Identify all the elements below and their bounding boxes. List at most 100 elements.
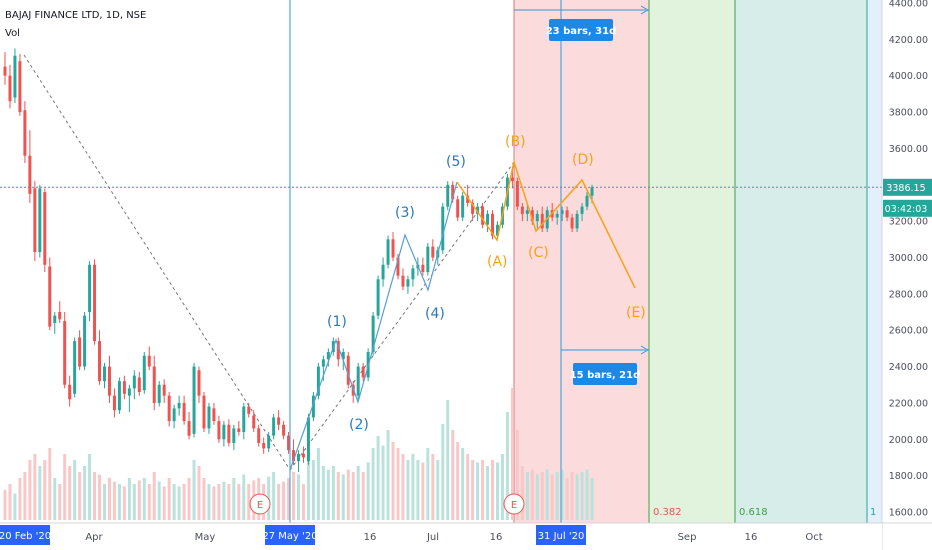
candle-body xyxy=(451,184,455,200)
fib-label-0618: 0.618 xyxy=(739,507,768,518)
measure-box-bottom[interactable]: 15 bars, 21d xyxy=(570,363,641,385)
candle-body xyxy=(491,213,495,236)
candle-body xyxy=(48,266,52,327)
candle-body xyxy=(93,264,97,342)
candle-body xyxy=(590,187,594,196)
volume-bar xyxy=(107,478,111,520)
volume-bar xyxy=(346,469,350,520)
wave-label-d: (D) xyxy=(572,152,594,168)
candle-body xyxy=(525,210,529,214)
candle-body xyxy=(177,402,181,409)
measure-label-bottom: 15 bars, 21d xyxy=(570,370,641,381)
candle-body xyxy=(28,155,32,194)
volume-bar xyxy=(93,472,97,520)
candle-body xyxy=(157,384,161,403)
volume-bar xyxy=(525,472,529,520)
volume-bar xyxy=(500,454,504,520)
volume-bar xyxy=(486,466,490,520)
x-tick-16-jun: 16 xyxy=(364,532,377,543)
measure-arrow-bottom-head xyxy=(640,345,650,355)
volume-bar xyxy=(530,469,534,520)
price-axis-ticks: 4400.004200.004000.003800.003600.003400.… xyxy=(889,0,928,519)
volume-bar xyxy=(510,388,514,520)
candle-body xyxy=(441,206,445,251)
price-axis[interactable] xyxy=(882,0,932,523)
candle-body xyxy=(311,395,315,418)
volume-bar xyxy=(456,442,460,520)
volume-bar xyxy=(431,454,435,520)
date-badge-27-may: 27 May '20 xyxy=(262,525,318,545)
earnings-marker-2[interactable]: E xyxy=(503,493,525,515)
volume-bar xyxy=(48,448,52,520)
wave-label-b: (B) xyxy=(505,134,526,150)
candle-body xyxy=(117,381,121,411)
y-tick-label: 2800.00 xyxy=(889,289,928,300)
volume-bar xyxy=(371,448,375,520)
time-axis[interactable] xyxy=(0,523,882,550)
volume-bar xyxy=(341,474,345,520)
y-tick-label: 3800.00 xyxy=(889,108,928,119)
candle-body xyxy=(147,355,151,367)
candle-body xyxy=(361,366,365,378)
volume-bar xyxy=(237,484,241,520)
candle-body xyxy=(162,384,166,396)
volume-bar xyxy=(137,480,141,520)
volume-bar xyxy=(242,474,246,520)
volume-bar xyxy=(247,484,251,520)
volume-bar xyxy=(63,454,67,520)
volume-bar xyxy=(147,484,151,520)
candle-body xyxy=(297,453,300,462)
candle-body xyxy=(18,61,22,113)
volume-bar xyxy=(78,472,82,520)
wave-label-a: (A) xyxy=(487,254,508,270)
candle-body xyxy=(535,213,539,222)
fib-zone-blue xyxy=(867,0,882,523)
x-tick-sep: Sep xyxy=(678,532,697,543)
volume-bar xyxy=(222,481,226,520)
candle-body xyxy=(515,181,519,207)
date-badge-31-jul-label: 31 Jul '20 xyxy=(538,531,585,542)
candle-body xyxy=(122,381,126,394)
wave-label-2: (2) xyxy=(349,417,369,433)
candle-body xyxy=(63,321,67,385)
candle-body xyxy=(431,246,435,258)
volume-bar xyxy=(8,484,12,520)
candle-body xyxy=(127,388,131,396)
corrective-wave-line xyxy=(456,159,636,289)
measure-box-top[interactable]: 23 bars, 31d xyxy=(546,19,617,41)
volume-bar xyxy=(68,466,72,520)
candle-body xyxy=(252,415,256,429)
earnings-marker-1[interactable]: E xyxy=(249,493,271,515)
candle-body xyxy=(257,428,261,443)
candle-body xyxy=(277,417,281,425)
candle-body xyxy=(132,375,136,389)
volume-bar xyxy=(53,478,57,520)
candle-body xyxy=(426,246,430,273)
candle-body xyxy=(242,406,246,433)
volume-bar xyxy=(495,462,499,520)
candle-body xyxy=(565,210,569,218)
trendline-descending xyxy=(23,54,291,471)
volume-bar xyxy=(227,484,231,520)
y-tick-label: 2200.00 xyxy=(889,398,928,409)
volume-bar xyxy=(401,454,405,520)
volume-bar xyxy=(202,478,206,520)
candle-body xyxy=(262,442,266,449)
volume-bars xyxy=(3,388,594,520)
wave-label-3: (3) xyxy=(395,205,415,221)
wave-label-4: (4) xyxy=(425,306,445,322)
candle-body xyxy=(73,341,77,394)
candle-body xyxy=(207,406,211,429)
candle-body xyxy=(411,268,415,280)
volume-bar xyxy=(38,466,42,520)
volume-bar xyxy=(570,472,574,520)
candle-body xyxy=(23,110,27,156)
candle-body xyxy=(227,424,231,443)
candle-body xyxy=(137,377,141,393)
earnings-marker-1-label: E xyxy=(257,500,263,511)
candle-body xyxy=(530,210,534,222)
candle-body xyxy=(212,408,216,422)
last-price-value: 3386.15 xyxy=(886,183,925,194)
candle-body xyxy=(510,177,514,182)
